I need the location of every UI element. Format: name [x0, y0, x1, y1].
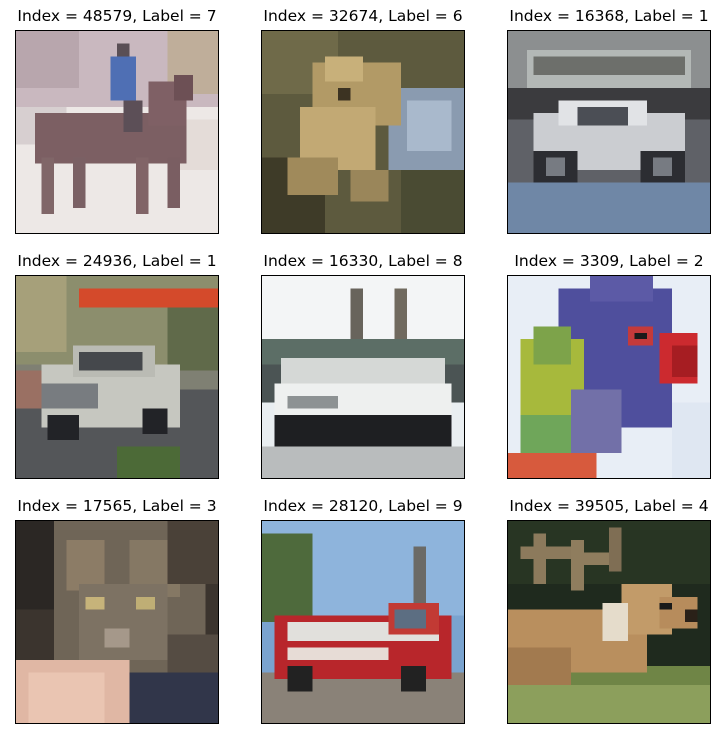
panel-image-sedan — [15, 275, 219, 479]
panel-title-5: Index = 16330, Label = 8 — [263, 252, 463, 270]
panel-image-frog — [261, 30, 465, 234]
panel-image-cat — [15, 520, 219, 724]
panel-image-deer — [507, 520, 711, 724]
panel-image-ship — [261, 275, 465, 479]
panel-title-3: Index = 16368, Label = 1 — [509, 7, 709, 25]
panel-title-9: Index = 39505, Label = 4 — [509, 497, 709, 515]
panel-title-6: Index = 3309, Label = 2 — [514, 252, 704, 270]
panel-title-8: Index = 28120, Label = 9 — [263, 497, 463, 515]
panel-image-parrot — [507, 275, 711, 479]
panel-title-4: Index = 24936, Label = 1 — [17, 252, 217, 270]
panel-title-1: Index = 48579, Label = 7 — [17, 7, 217, 25]
panel-image-fire-truck — [261, 520, 465, 724]
panel-title-2: Index = 32674, Label = 6 — [263, 7, 463, 25]
panel-image-horse — [15, 30, 219, 234]
panel-image-sports-car — [507, 30, 711, 234]
panel-title-7: Index = 17565, Label = 3 — [17, 497, 217, 515]
